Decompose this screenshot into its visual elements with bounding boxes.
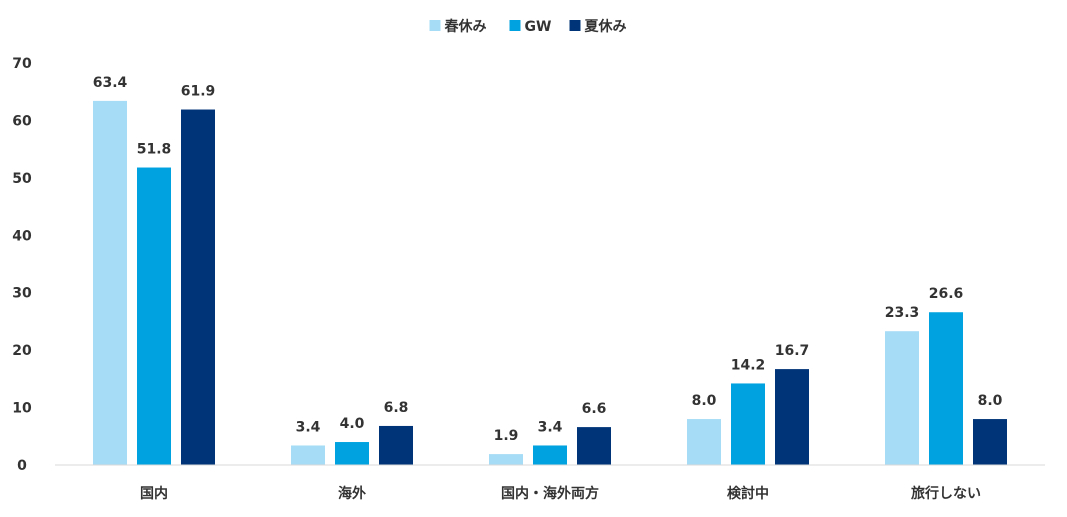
legend-swatch (429, 20, 441, 31)
x-tick-label: 国内・海外両方 (501, 485, 599, 502)
bars (93, 100, 1007, 465)
bar (335, 442, 369, 465)
bar (687, 419, 721, 465)
y-tick-label: 30 (12, 286, 32, 302)
data-label: 16.7 (775, 343, 810, 359)
y-tick-label: 0 (17, 458, 27, 474)
bar (181, 109, 215, 465)
data-labels: 63.4 51.8 61.9 3.4 4.0 6.8 1.9 3.4 6.6 8.0 14.2 16.… (93, 75, 1003, 444)
bar (137, 167, 171, 465)
bar (577, 427, 611, 465)
bar (973, 419, 1007, 465)
y-tick-label: 40 (12, 228, 32, 244)
x-tick-label: 旅行しない (911, 485, 981, 502)
legend-label: 夏休み (585, 18, 627, 35)
data-label: 26.6 (929, 286, 964, 302)
bar (929, 312, 963, 465)
y-tick-label: 60 (12, 113, 32, 129)
data-label: 3.4 (538, 419, 563, 435)
data-label: 61.9 (181, 84, 216, 100)
data-label: 6.8 (384, 400, 409, 416)
data-label: 8.0 (978, 393, 1003, 409)
data-label: 8.0 (692, 393, 717, 409)
x-tick-label: 海外 (338, 485, 366, 502)
bar (291, 445, 325, 465)
data-label: 23.3 (885, 305, 920, 321)
data-label: 6.6 (582, 401, 607, 417)
data-label: 14.2 (731, 357, 766, 373)
bar (533, 445, 567, 465)
data-label: 3.4 (296, 419, 321, 435)
y-tick-label: 50 (12, 171, 32, 187)
legend-swatch (509, 20, 521, 31)
bar (731, 383, 765, 465)
y-tick-label: 20 (12, 343, 32, 359)
legend-swatch (569, 20, 581, 31)
bar (885, 331, 919, 465)
bar (775, 369, 809, 465)
x-tick-label: 検討中 (727, 485, 769, 502)
data-label: 4.0 (340, 416, 365, 432)
y-tick-label: 70 (12, 56, 32, 72)
bar (489, 454, 523, 465)
data-label: 63.4 (93, 75, 128, 91)
y-axis: 0 10 20 30 40 50 60 70 (12, 56, 32, 474)
y-tick-label: 10 (12, 401, 32, 417)
data-label: 1.9 (494, 428, 519, 444)
legend-label: GW (525, 19, 552, 35)
legend: 春休み GW 夏休み (429, 18, 627, 35)
legend-label: 春休み (444, 18, 487, 35)
bar (379, 425, 413, 465)
data-label: 51.8 (137, 142, 172, 158)
bar (93, 100, 127, 465)
x-axis: 国内 海外 国内・海外両方 検討中 旅行しない (55, 464, 1045, 502)
x-tick-label: 国内 (140, 485, 168, 502)
